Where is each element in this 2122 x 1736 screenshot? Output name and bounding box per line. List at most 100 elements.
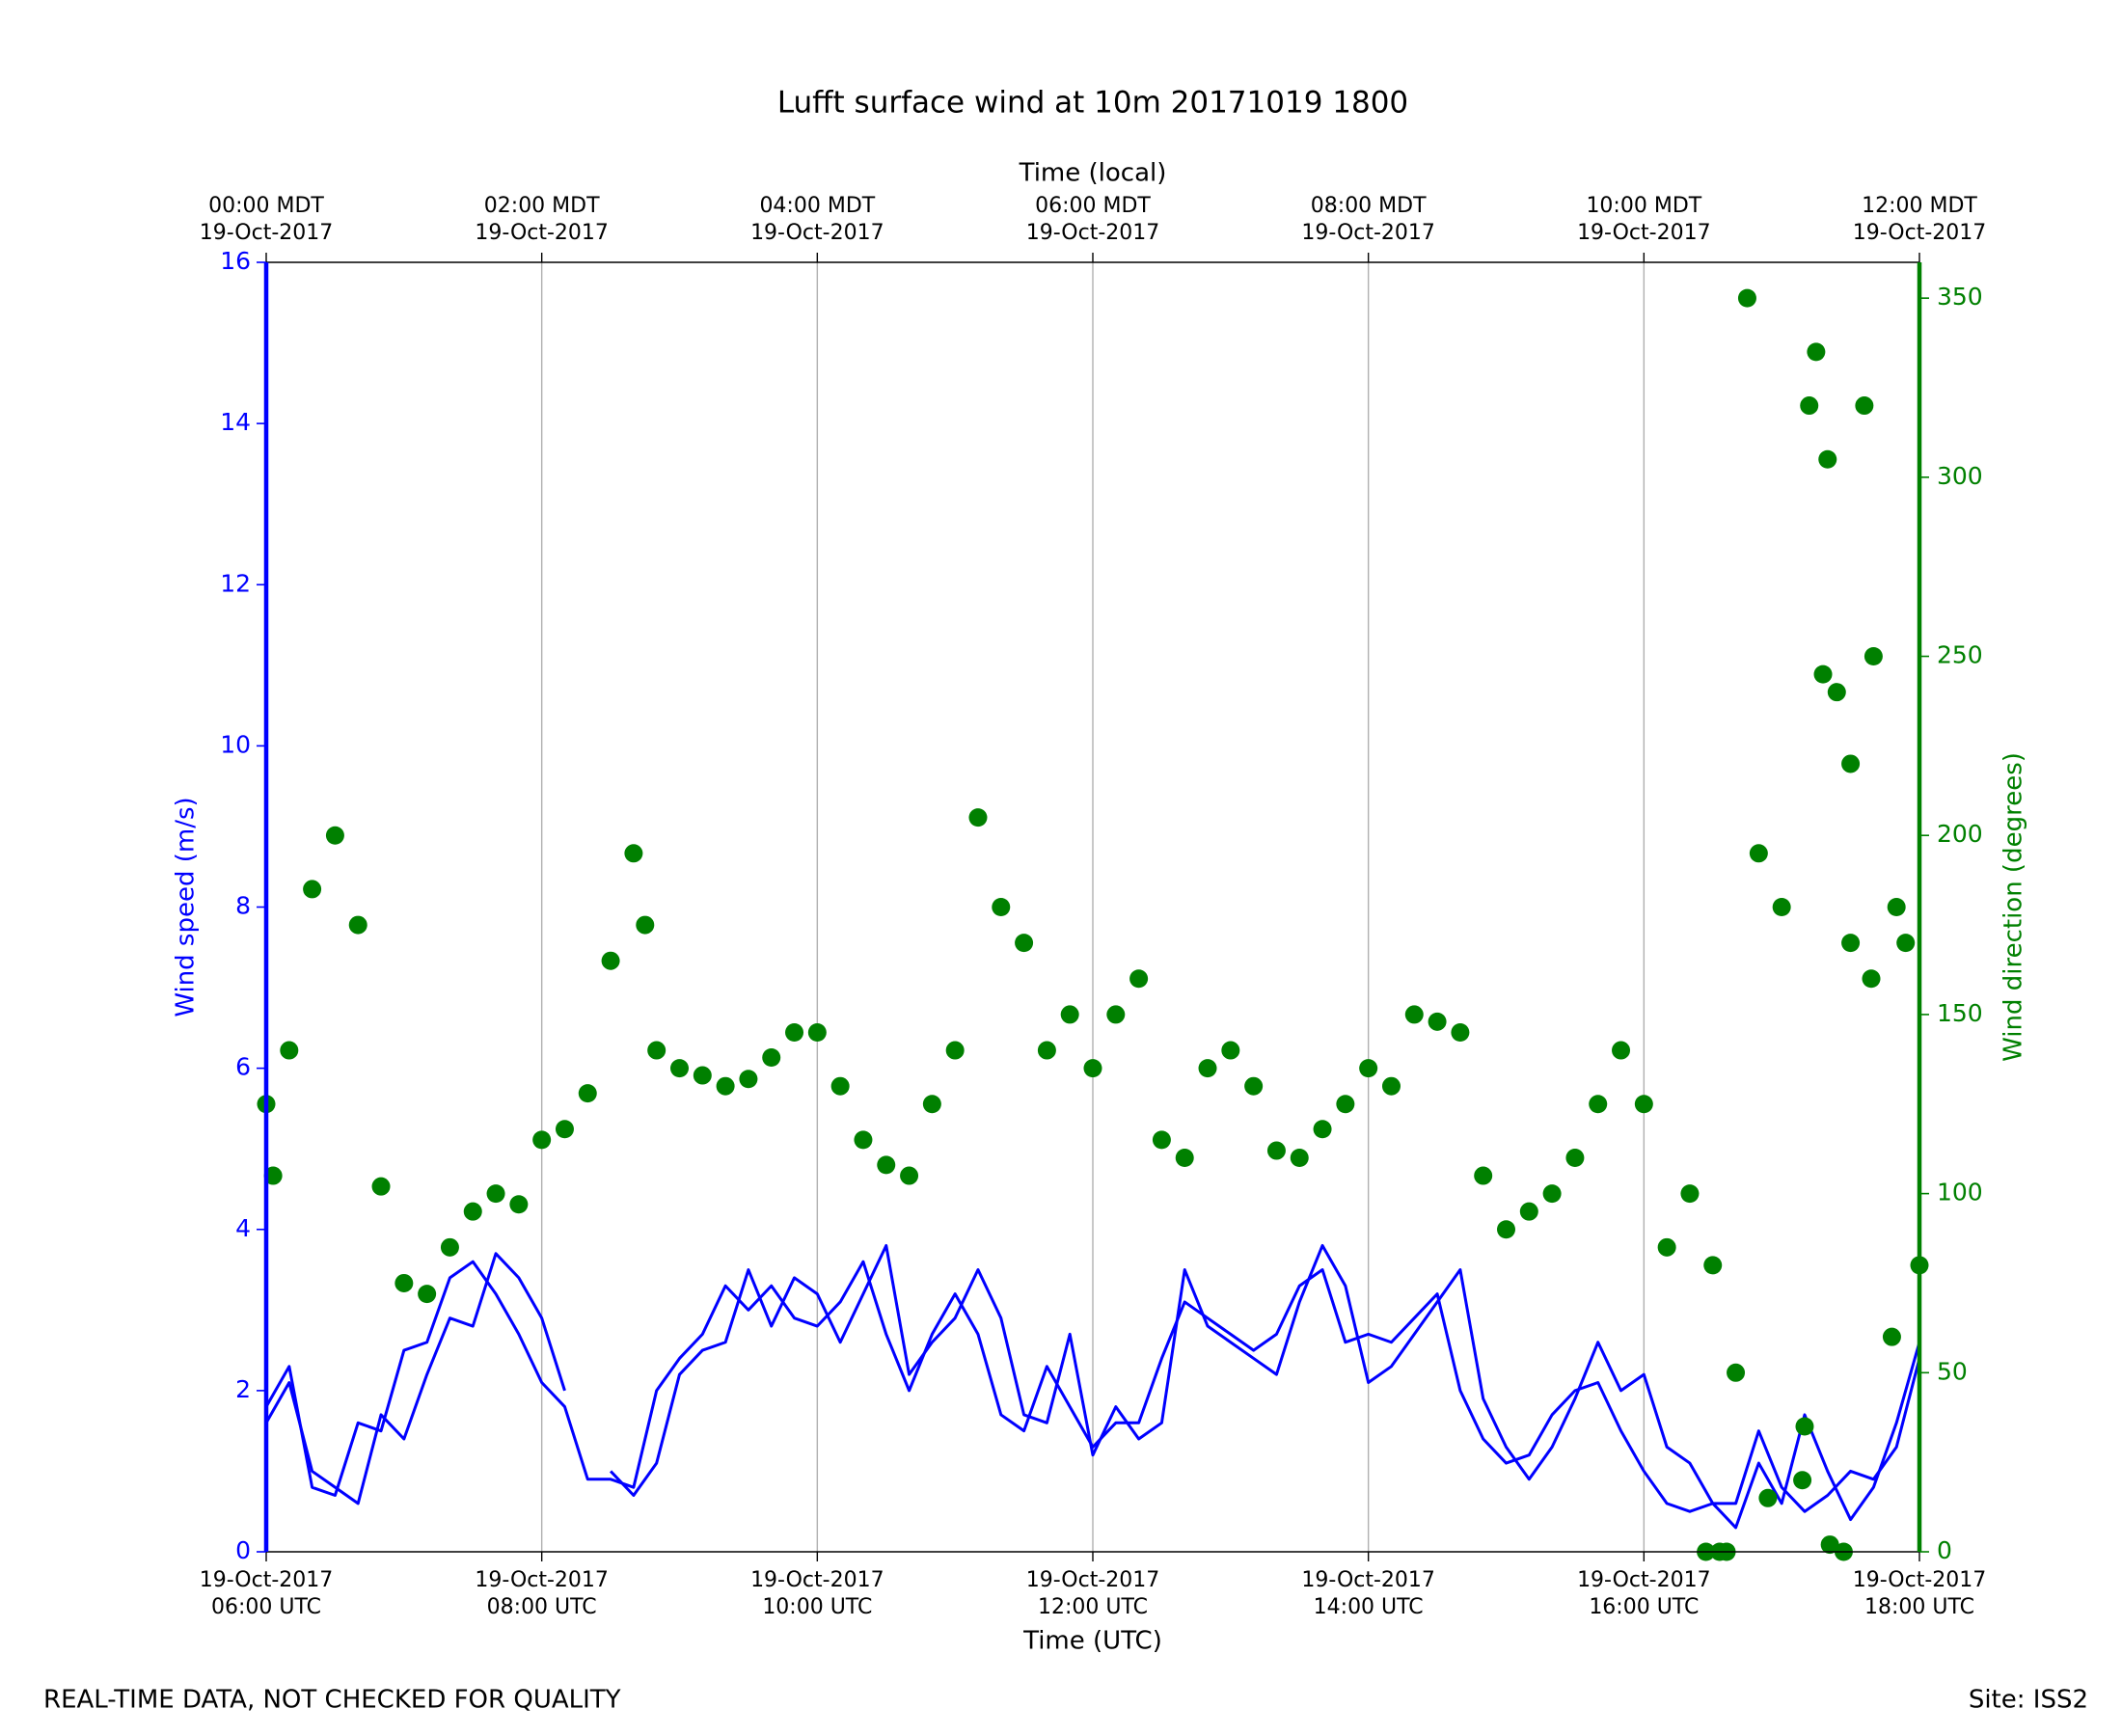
direction-point	[1381, 1076, 1401, 1096]
direction-point	[1428, 1012, 1447, 1031]
y2-tick-label: 350	[1937, 283, 1983, 311]
top-tick-label: 12:00 MDT 19-Oct-2017	[1853, 194, 1987, 245]
direction-point	[463, 1202, 482, 1221]
direction-point	[1266, 1141, 1286, 1160]
top-tick-label-line: 02:00 MDT	[484, 194, 600, 218]
x-tick-label-line: 10:00 UTC	[762, 1595, 872, 1619]
direction-point	[1175, 1148, 1194, 1167]
direction-point	[636, 915, 655, 935]
direction-point	[877, 1155, 896, 1175]
direction-point	[348, 915, 367, 935]
direction-point	[647, 1041, 667, 1060]
top-tick-label: 02:00 MDT 19-Oct-2017	[475, 194, 609, 245]
direction-point	[807, 1022, 827, 1042]
direction-point	[1589, 1095, 1608, 1114]
direction-point	[1015, 934, 1034, 953]
y2-tick-label: 50	[1937, 1357, 1968, 1385]
footer-note: REAL-TIME DATA, NOT CHECKED FOR QUALITY	[43, 1686, 621, 1715]
y-tick-label: 14	[220, 408, 251, 436]
top-tick-label: 08:00 MDT 19-Oct-2017	[1301, 194, 1435, 245]
top-tick-label-line: 19-Oct-2017	[1301, 221, 1435, 245]
direction-point	[394, 1273, 414, 1292]
direction-point	[1634, 1095, 1653, 1114]
direction-point	[486, 1184, 505, 1204]
direction-point	[418, 1285, 437, 1304]
y-tick-label: 12	[220, 569, 251, 597]
top-tick-label: 04:00 MDT 19-Oct-2017	[750, 194, 884, 245]
direction-point	[1727, 1363, 1746, 1382]
x-tick-label: 19-Oct-2017 12:00 UTC	[1026, 1568, 1160, 1619]
direction-point	[1703, 1256, 1723, 1275]
direction-point	[922, 1095, 941, 1114]
top-tick-label-line: 00:00 MDT	[208, 194, 324, 218]
direction-point	[1896, 934, 1916, 953]
x-tick-label-line: 19-Oct-2017	[1026, 1568, 1160, 1592]
direction-point	[601, 951, 620, 970]
top-tick-label-line: 19-Oct-2017	[1026, 221, 1160, 245]
y2-axis-label: Wind direction (degrees)	[2000, 752, 2028, 1062]
direction-point	[1820, 1535, 1839, 1555]
direction-point	[1221, 1041, 1240, 1060]
direction-point	[900, 1166, 919, 1185]
direction-point	[992, 898, 1011, 916]
direction-point	[1795, 1417, 1814, 1436]
direction-point	[1037, 1041, 1056, 1060]
x-tick-label-line: 16:00 UTC	[1589, 1595, 1699, 1619]
y-tick-label: 8	[235, 892, 251, 920]
direction-point	[1244, 1076, 1264, 1096]
y2-tick-label: 200	[1937, 820, 1983, 848]
x-tick-label-line: 18:00 UTC	[1864, 1595, 1974, 1619]
direction-point	[854, 1130, 873, 1150]
direction-point	[1404, 1005, 1424, 1024]
x-tick-label-line: 06:00 UTC	[211, 1595, 321, 1619]
direction-point	[624, 844, 643, 863]
direction-point	[1841, 934, 1861, 953]
x-axis-label: Time (UTC)	[1022, 1627, 1162, 1656]
direction-point	[739, 1070, 758, 1089]
direction-point	[1336, 1095, 1355, 1114]
chart-title: Lufft surface wind at 10m 20171019 1800	[777, 86, 1408, 121]
top-tick-label: 10:00 MDT 19-Oct-2017	[1577, 194, 1711, 245]
y2-tick-label: 100	[1937, 1179, 1983, 1207]
y-axis-label: Wind speed (m/s)	[172, 797, 201, 1017]
top-tick-label-line: 10:00 MDT	[1586, 194, 1701, 218]
top-tick-label-line: 19-Oct-2017	[750, 221, 884, 245]
direction-point	[716, 1076, 735, 1096]
direction-point	[280, 1041, 299, 1060]
direction-point	[1106, 1005, 1126, 1024]
direction-point	[785, 1022, 804, 1042]
direction-point	[440, 1237, 459, 1257]
top-tick-label-line: 06:00 MDT	[1035, 194, 1151, 218]
top-tick-label-line: 08:00 MDT	[1311, 194, 1427, 218]
direction-point	[1542, 1184, 1562, 1204]
speed-line	[264, 1243, 1921, 1530]
y2-tick-label: 0	[1937, 1536, 1952, 1564]
top-tick-label-line: 12:00 MDT	[1862, 194, 1977, 218]
y-tick-label: 16	[220, 247, 251, 275]
x-tick-label-line: 08:00 UTC	[487, 1595, 597, 1619]
top-axis-label: Time (local)	[1019, 159, 1167, 188]
x-tick-label-line: 19-Oct-2017	[750, 1568, 884, 1592]
direction-point	[830, 1076, 850, 1096]
y2-tick-label: 300	[1937, 462, 1983, 490]
x-tick-label: 19-Oct-2017 16:00 UTC	[1577, 1568, 1711, 1619]
x-tick-label-line: 19-Oct-2017	[200, 1568, 334, 1592]
direction-point	[263, 1166, 283, 1185]
direction-point	[325, 826, 344, 845]
x-tick-label-line: 14:00 UTC	[1314, 1595, 1424, 1619]
y-tick-label: 2	[235, 1375, 251, 1403]
y-tick-label: 4	[235, 1214, 251, 1242]
direction-point	[1290, 1148, 1309, 1167]
direction-point	[555, 1120, 574, 1139]
speed-line	[264, 1260, 1921, 1513]
direction-point	[1519, 1202, 1538, 1221]
x-tick-label-line: 19-Oct-2017	[475, 1568, 609, 1592]
direction-point	[1758, 1488, 1778, 1507]
direction-point	[1855, 396, 1874, 416]
x-tick-label: 19-Oct-2017 08:00 UTC	[475, 1568, 609, 1619]
x-tick-label: 19-Oct-2017 06:00 UTC	[200, 1568, 334, 1619]
x-tick-label-line: 19-Oct-2017	[1853, 1568, 1987, 1592]
direction-point	[1152, 1130, 1171, 1150]
direction-point	[1818, 449, 1837, 469]
